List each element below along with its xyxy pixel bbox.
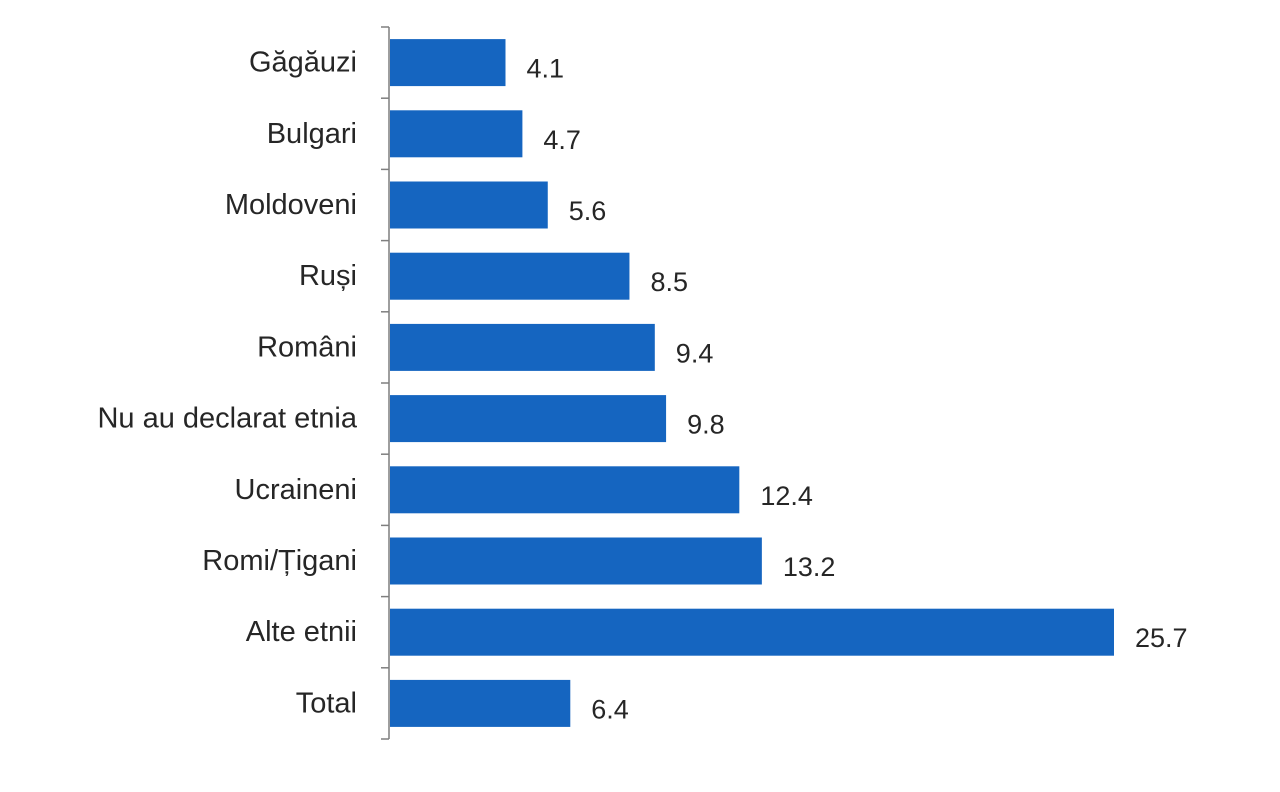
value-labels: 4.1 4.7 5.6 8.5 9.4 9.8 12.4 13.2 25.7 6.4: [527, 54, 1188, 725]
bar: [390, 39, 506, 87]
category-label: Ucraineni: [235, 474, 358, 506]
value-label: 6.4: [591, 694, 629, 724]
value-label: 9.8: [687, 410, 725, 440]
category-label: Alte etnii: [246, 616, 357, 648]
bars-group: [390, 39, 1114, 727]
bar: [390, 537, 762, 585]
category-label: Ruși: [299, 260, 357, 292]
value-label: 5.6: [569, 196, 607, 226]
y-axis: [381, 26, 390, 740]
bar: [390, 608, 1114, 656]
bar: [390, 395, 667, 443]
bar: [390, 252, 630, 300]
category-label: Total: [296, 687, 357, 719]
bar: [390, 110, 523, 158]
value-label: 4.7: [543, 125, 581, 155]
value-label: 4.1: [527, 54, 565, 84]
category-label: Români: [257, 331, 357, 363]
value-label: 25.7: [1135, 623, 1188, 653]
value-label: 9.4: [676, 338, 714, 368]
bar: [390, 323, 655, 371]
category-label: Nu au declarat etnia: [97, 403, 357, 435]
category-labels: Găgăuzi Bulgari Moldoveni Ruși Români Nu au d…: [97, 47, 357, 720]
category-label: Găgăuzi: [249, 47, 357, 79]
value-label: 13.2: [783, 552, 836, 582]
bar: [390, 181, 548, 229]
value-label: 12.4: [760, 481, 813, 511]
bar: [390, 679, 571, 727]
value-label: 8.5: [650, 267, 688, 297]
category-label: Moldoveni: [225, 189, 357, 221]
bar: [390, 466, 740, 514]
category-label: Romi/Țigani: [202, 545, 357, 577]
category-label: Bulgari: [267, 118, 357, 150]
